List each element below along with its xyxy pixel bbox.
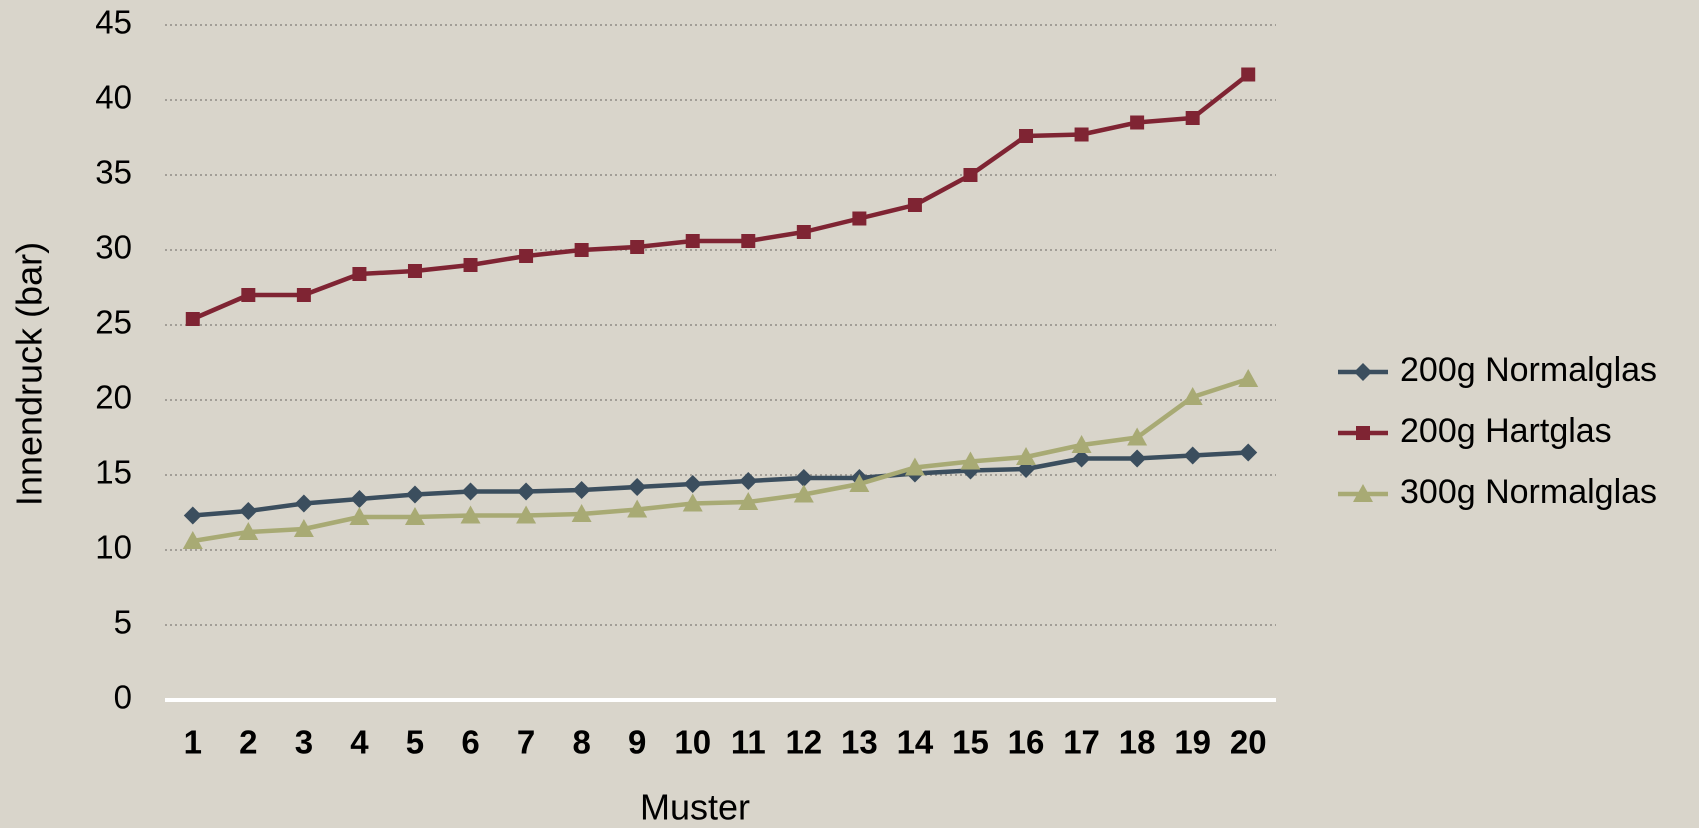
y-tick-label: 15 (95, 454, 132, 491)
data-point (1183, 446, 1202, 465)
data-point (461, 482, 480, 501)
legend-marker (1353, 484, 1373, 502)
x-axis-title: Muster (640, 787, 750, 828)
data-point (460, 505, 481, 524)
data-point (1239, 443, 1258, 462)
data-point (849, 474, 870, 492)
data-point (352, 267, 367, 281)
y-tick-label: 35 (95, 154, 132, 191)
data-point (796, 225, 811, 239)
x-tick-label: 13 (841, 724, 878, 761)
y-tick-label: 0 (114, 679, 132, 716)
x-tick-label: 18 (1119, 724, 1156, 761)
data-point (793, 484, 814, 503)
y-tick-label: 40 (95, 79, 132, 116)
data-point (241, 288, 256, 302)
legend-label: 200g Hartglas (1400, 412, 1612, 450)
series-line (192, 376, 1249, 544)
x-tick-label: 4 (350, 724, 369, 761)
x-tick-label: 9 (628, 724, 646, 761)
x-tick-label: 2 (239, 724, 257, 761)
data-point (963, 168, 978, 182)
legend-label: 200g Normalglas (1400, 351, 1657, 389)
data-point (1130, 115, 1145, 130)
x-tick-label: 8 (572, 724, 590, 761)
y-tick-label: 25 (95, 304, 132, 341)
data-point (1074, 127, 1089, 142)
data-point (794, 469, 813, 487)
x-tick-label: 12 (785, 724, 822, 761)
data-point (405, 485, 424, 504)
legend-marker (1354, 363, 1372, 381)
data-point (1071, 435, 1092, 453)
data-point (627, 499, 648, 518)
x-tick-label: 19 (1174, 724, 1211, 761)
data-point (572, 481, 591, 499)
data-point (1019, 129, 1034, 143)
data-point (407, 264, 422, 278)
data-point (683, 475, 702, 493)
data-point (738, 492, 759, 510)
data-point (630, 240, 645, 254)
data-point (1128, 449, 1147, 468)
x-tick-label: 6 (461, 724, 479, 761)
series-line (191, 72, 1250, 322)
y-tick-label: 45 (95, 4, 132, 41)
data-point (1185, 111, 1200, 125)
x-tick-label: 3 (295, 724, 313, 761)
data-point (1182, 387, 1203, 405)
data-point (960, 451, 981, 470)
y-axis-title: Innendruck (bar) (9, 242, 50, 506)
x-tick-label: 7 (517, 724, 535, 761)
data-point (685, 234, 700, 248)
data-point (349, 507, 370, 525)
x-tick-label: 11 (731, 724, 766, 761)
data-point (183, 506, 202, 525)
data-point (1072, 449, 1091, 468)
y-tick-label: 10 (95, 529, 132, 566)
data-point (1241, 67, 1256, 82)
data-point (185, 312, 200, 326)
data-point (463, 258, 478, 272)
data-point (519, 249, 534, 263)
data-point (852, 211, 867, 226)
data-point (238, 522, 259, 540)
y-tick-label: 30 (95, 229, 132, 266)
data-point (574, 243, 589, 257)
data-point (741, 234, 756, 248)
x-tick-label: 16 (1008, 724, 1045, 761)
legend-label: 300g Normalglas (1400, 473, 1657, 511)
x-tick-label: 14 (897, 724, 934, 761)
y-tick-label: 20 (95, 379, 132, 416)
data-point (904, 457, 925, 476)
legend-marker (1356, 426, 1370, 440)
data-point (1127, 427, 1148, 446)
data-point (516, 505, 537, 524)
x-tick-label: 1 (184, 724, 202, 761)
y-tick-label: 5 (114, 604, 132, 641)
data-point (907, 198, 922, 212)
data-point (628, 478, 647, 496)
data-point (294, 494, 313, 513)
data-point (1238, 369, 1259, 387)
data-point (517, 482, 536, 501)
data-point (739, 472, 758, 490)
data-point (571, 504, 592, 522)
data-point (1016, 447, 1037, 465)
x-tick-label: 10 (674, 724, 711, 761)
data-point (404, 507, 425, 525)
series-line (192, 450, 1249, 518)
data-point (350, 490, 369, 508)
data-point (239, 502, 258, 520)
x-tick-label: 15 (952, 724, 989, 761)
data-point (682, 493, 703, 512)
data-point (296, 288, 311, 302)
x-tick-label: 5 (406, 724, 424, 761)
data-point (182, 531, 203, 549)
x-tick-label: 20 (1230, 724, 1267, 761)
x-tick-label: 17 (1063, 724, 1100, 761)
data-point (293, 519, 314, 537)
